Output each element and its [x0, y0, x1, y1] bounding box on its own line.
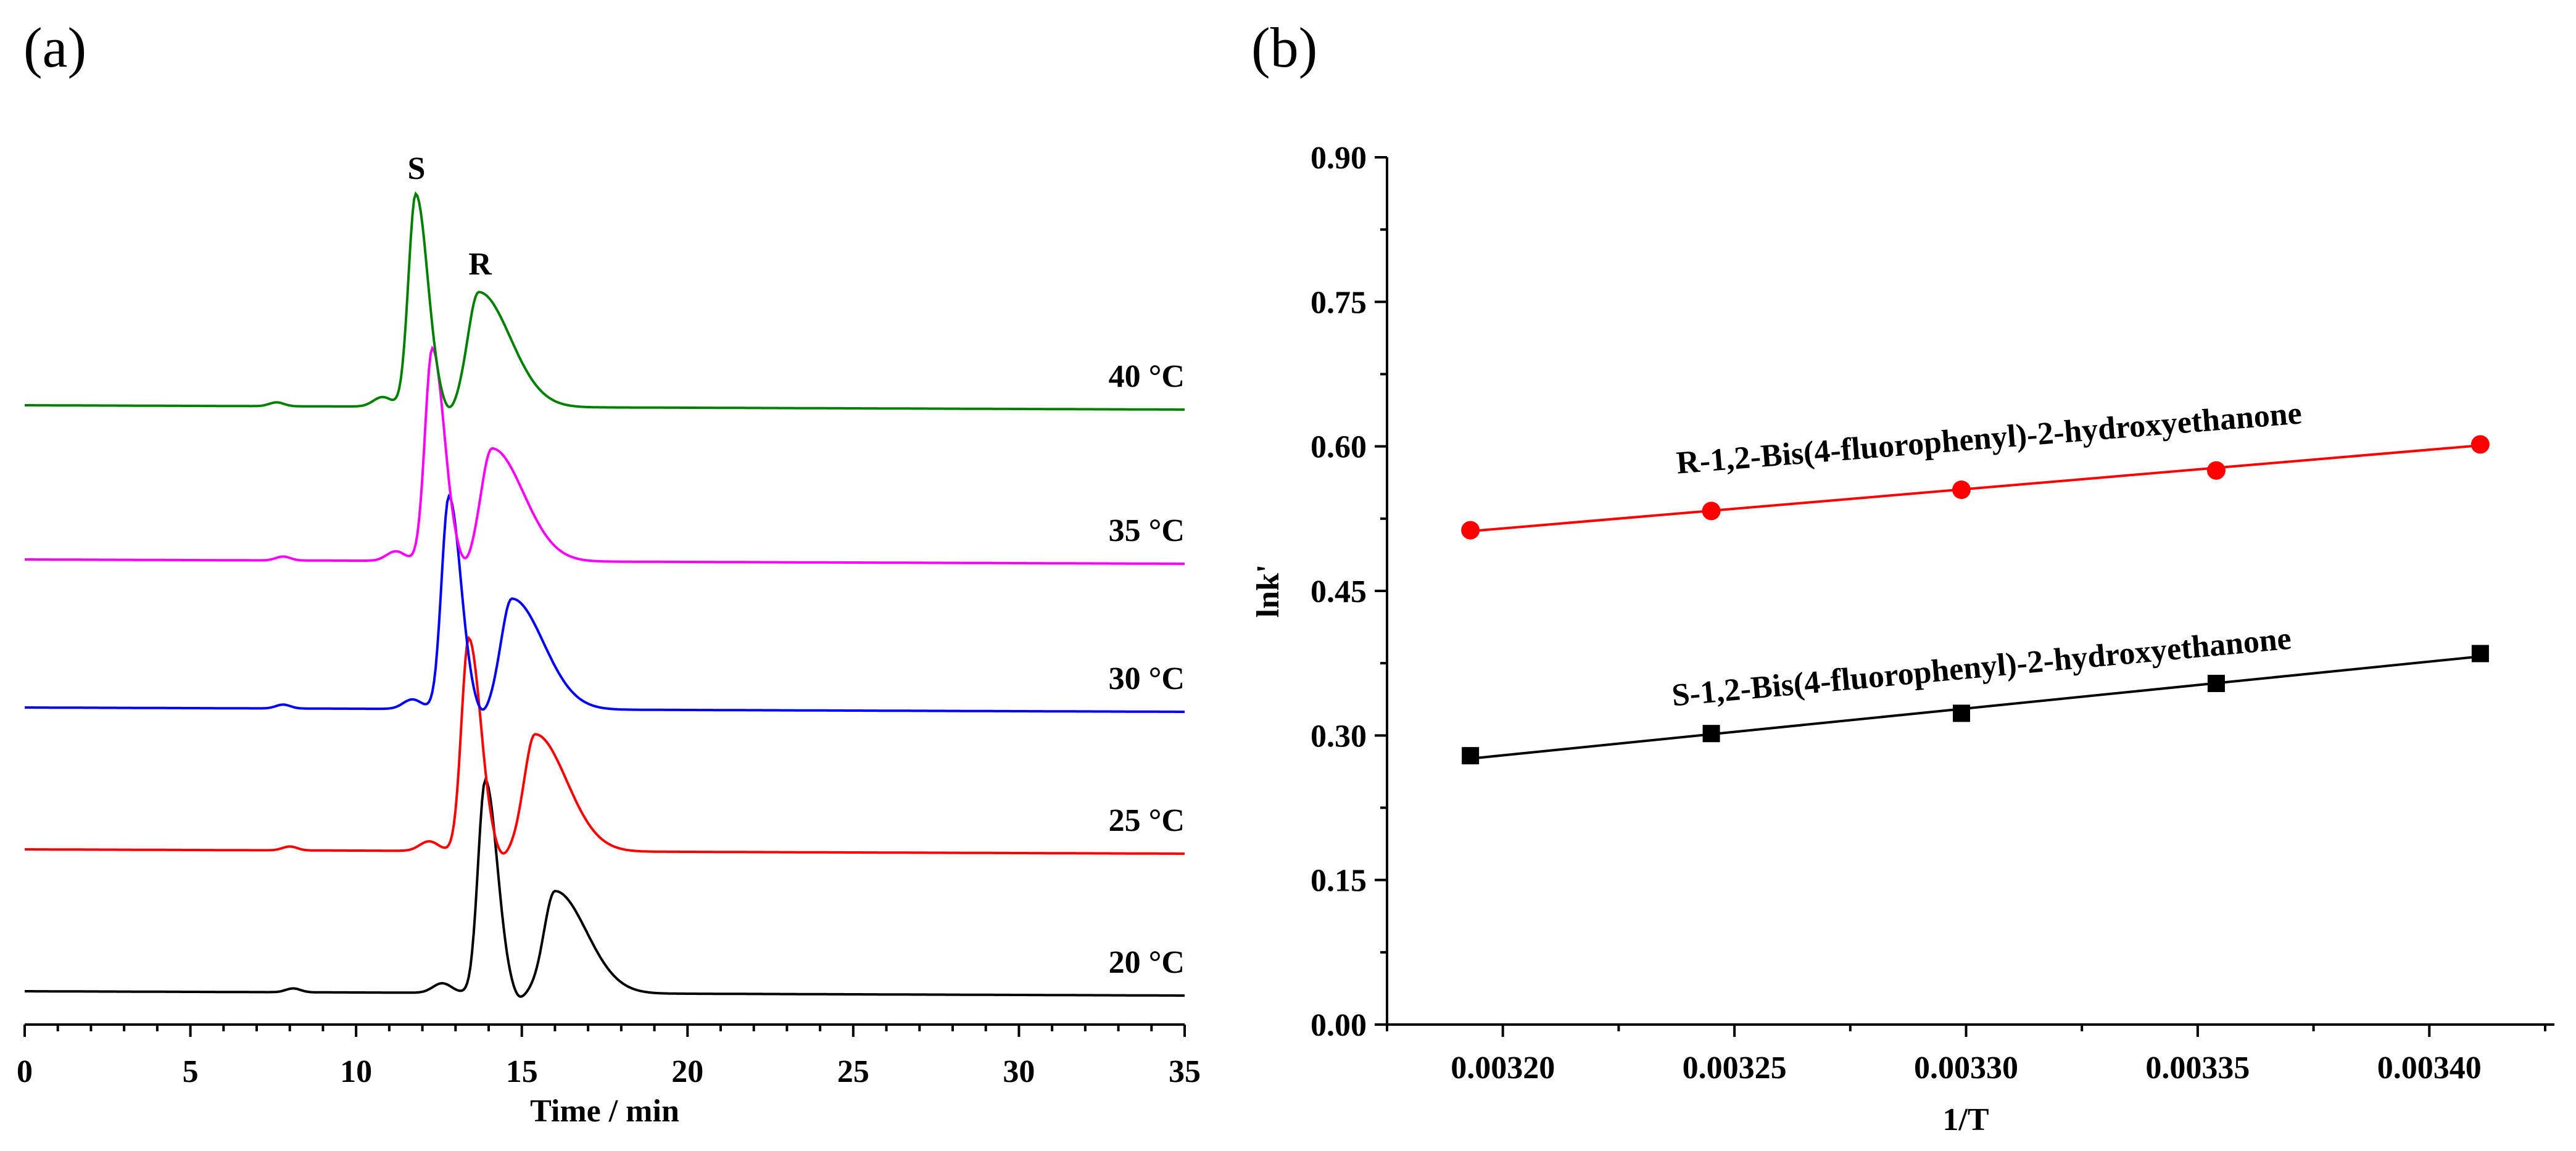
data-point-r [1702, 501, 1721, 521]
data-point-r [1461, 521, 1480, 540]
a-x-tick-label: 30 [1003, 1054, 1035, 1089]
data-point-s [1462, 747, 1480, 765]
b-x-tick-label: 0.00330 [1914, 1050, 2018, 1086]
temperature-label: 30 °C [1109, 661, 1185, 696]
b-y-tick-label: 0.60 [1311, 430, 1367, 465]
temperature-label: 40 °C [1109, 359, 1185, 394]
b-x-tick-label: 0.00320 [1451, 1050, 1555, 1086]
b-y-tick-label: 0.90 [1311, 141, 1367, 176]
a-x-tick-label: 15 [506, 1054, 538, 1089]
b-y-tick-label: 0.30 [1311, 719, 1367, 754]
data-point-s [2471, 645, 2489, 662]
temperature-label: 35 °C [1109, 513, 1185, 548]
b-y-tick-label: 0.00 [1311, 1008, 1367, 1043]
data-point-r [2470, 435, 2490, 454]
a-x-tick-label: 25 [837, 1054, 869, 1089]
b-x-tick-label: 0.00340 [2377, 1050, 2482, 1086]
temperature-label: 20 °C [1109, 945, 1185, 980]
chromatogram-trace [25, 191, 1185, 411]
a-x-tick-label: 35 [1169, 1054, 1201, 1089]
a-x-tick-label: 20 [671, 1054, 703, 1089]
fit-line [1470, 444, 2481, 533]
a-x-tick-label: 0 [17, 1054, 33, 1089]
b-x-tick-label: 0.00325 [1683, 1050, 1787, 1086]
chromatogram-trace [25, 777, 1185, 998]
data-point-s [2207, 674, 2225, 692]
chromatogram-trace [25, 345, 1185, 565]
van-t-hoff-panel: 0.00 0.15 0.30 0.45 0.60 0.75 0.90 0.00320 0.00… [1251, 141, 2554, 1137]
panel-b-label: (b) [1251, 16, 1317, 79]
chromatogram-trace [25, 635, 1185, 855]
b-y-tick-label: 0.45 [1311, 574, 1367, 609]
chromatogram-trace [25, 493, 1185, 713]
a-x-tick-label: 10 [340, 1054, 372, 1089]
b-x-axis-title: 1/T [1942, 1102, 1989, 1137]
fit-line [1470, 655, 2481, 760]
b-x-tick-label: 0.00335 [2145, 1050, 2250, 1086]
chromatogram-panel: 20 °C 25 °C 30 °C 35 °C 40 °C 0 5 10 15 20 25 30 35… [17, 151, 1201, 1129]
panel-a-label: (a) [23, 16, 86, 79]
data-point-s [1952, 704, 1970, 722]
b-y-tick-label: 0.15 [1311, 864, 1367, 899]
peak-label-s: S [408, 151, 426, 186]
peak-label-r: R [468, 247, 492, 282]
series-label-s: S-1,2-Bis(4-fluorophenyl)-2-hydroxyethan… [1670, 621, 2293, 714]
b-y-tick-label: 0.75 [1311, 285, 1367, 320]
data-point-r [1952, 480, 1971, 499]
temperature-label: 25 °C [1109, 803, 1185, 838]
data-point-s [1702, 725, 1720, 743]
a-x-tick-label: 5 [183, 1054, 199, 1089]
a-x-axis-title: Time / min [530, 1094, 679, 1129]
b-y-axis-title: lnk' [1251, 564, 1286, 618]
data-point-r [2206, 461, 2226, 480]
